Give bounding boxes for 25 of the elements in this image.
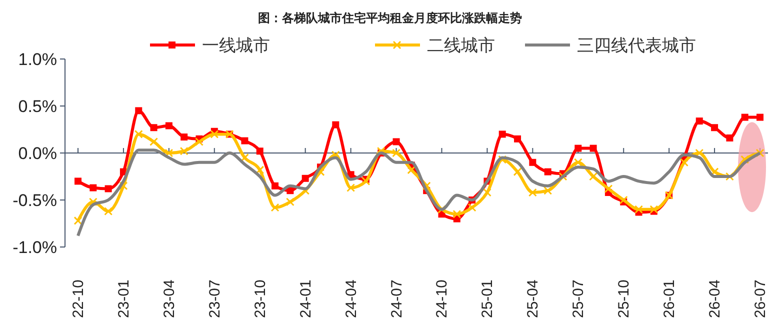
x-tick-label: 24-07 (388, 280, 406, 318)
x-tick-label: 26-01 (661, 280, 678, 318)
x-tick-label: 24-04 (342, 280, 360, 318)
x-tick-label: 25-04 (524, 280, 542, 318)
legend-label: 一线城市 (202, 36, 270, 55)
y-tick-label: 0.0% (18, 144, 57, 163)
x-tick-label: 26-04 (706, 280, 724, 318)
x-tick-label: 23-10 (252, 280, 269, 318)
x-tick-label: 23-04 (160, 280, 178, 318)
x-tick-label: 23-07 (206, 280, 224, 318)
x-tick-label: 24-10 (434, 280, 451, 318)
chart-title: 图：各梯队城市住宅平均租金月度环比涨跌幅走势 (258, 11, 522, 25)
x-tick-label: 25-10 (616, 280, 633, 318)
y-tick-label: -1.0% (12, 238, 57, 257)
y-tick-label: 1.0% (18, 50, 57, 69)
legend-label: 三四线代表城市 (577, 36, 696, 55)
x-tick-label: 25-07 (570, 280, 588, 318)
x-tick-label: 25-01 (479, 280, 496, 318)
x-tick-label: 22-10 (70, 280, 87, 318)
x-tick-label: 26-07 (752, 280, 769, 318)
y-tick-label: 0.5% (18, 96, 57, 116)
y-tick-label: -0.5% (12, 190, 57, 210)
x-tick-label: 24-01 (297, 280, 314, 318)
legend-label: 二线城市 (427, 36, 495, 55)
x-tick-label: 23-01 (115, 280, 132, 318)
